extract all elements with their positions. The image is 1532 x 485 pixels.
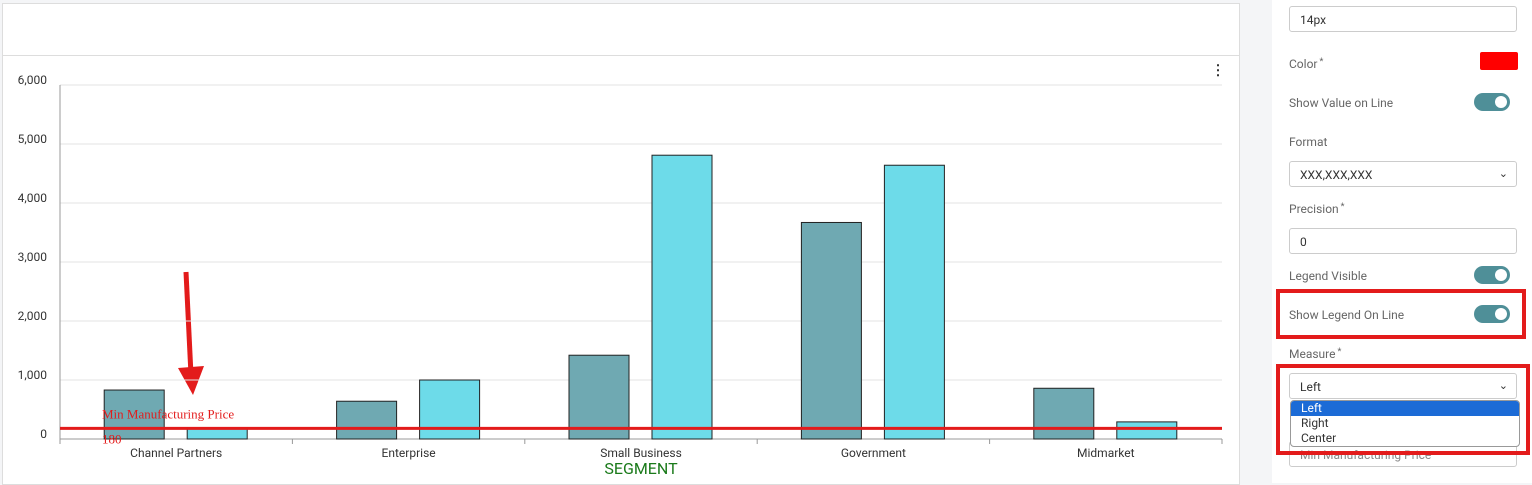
dropdown-option[interactable]: Center — [1301, 431, 1337, 445]
field-label: Precision * — [1289, 202, 1345, 216]
bar — [336, 400, 398, 440]
required-mark: * — [1337, 347, 1342, 357]
bar — [883, 164, 945, 440]
bar — [1033, 387, 1095, 440]
x-axis-title: SEGMENT — [604, 459, 678, 478]
highlight-box — [1276, 289, 1526, 339]
menu-icon[interactable]: ⋮ — [1211, 63, 1225, 79]
dropdown-option[interactable]: Right — [1301, 416, 1329, 430]
field-label: Measure * — [1289, 347, 1341, 361]
bar — [568, 354, 630, 440]
toggle[interactable] — [1474, 305, 1510, 323]
x-tick-label: Channel Partners — [130, 446, 222, 460]
y-tick-label: 2,000 — [18, 309, 48, 323]
toggle[interactable] — [1474, 266, 1510, 284]
settings-panel: 14px Color * Show Value on Line Format XX… — [1272, 0, 1532, 483]
label-text: Measure — [1289, 347, 1336, 361]
bar — [103, 389, 165, 440]
chart-header — [2, 3, 1240, 57]
field-label: Show Legend On Line — [1289, 308, 1405, 322]
y-tick-label: 1,000 — [18, 368, 48, 382]
format-select[interactable]: XXX,XXX,XXX ⌄ — [1289, 161, 1517, 187]
y-tick-label: 0 — [40, 427, 47, 441]
field-label: Format — [1289, 135, 1328, 149]
chart: ⋮ 0 1,000 2,000 3,000 4,000 5,000 6,000 Channel… — [18, 63, 1225, 479]
x-tick-label: Government — [841, 446, 906, 460]
dropdown-option[interactable]: Left — [1291, 401, 1519, 416]
field-label: Show Value on Line — [1289, 96, 1394, 110]
bar — [1116, 421, 1178, 440]
y-tick-label: 4,000 — [18, 191, 48, 205]
bar — [419, 379, 481, 440]
reference-line-value: 180 — [102, 431, 122, 446]
highlight-box — [1276, 364, 1530, 455]
select-value: Left — [1300, 380, 1321, 394]
label-text: Precision — [1289, 202, 1339, 216]
color-swatch[interactable] — [1480, 52, 1518, 70]
y-tick-label: 3,000 — [18, 250, 48, 264]
reference-line-name: Min Manufacturing Price — [102, 406, 234, 421]
field-label: Color * — [1289, 57, 1323, 71]
x-tick-label: Midmarket — [1077, 446, 1135, 460]
x-tick-label: Enterprise — [382, 446, 436, 460]
measure-select[interactable]: Left ⌄ — [1289, 373, 1517, 399]
dropdown-list: Left Right Center — [1290, 400, 1520, 447]
font-size-input[interactable]: 14px — [1289, 6, 1517, 32]
bar — [800, 221, 862, 440]
toggle[interactable] — [1474, 93, 1510, 111]
y-tick-label: 6,000 — [18, 73, 48, 87]
annotation-arrow — [183, 271, 194, 376]
y-tick-label: 5,000 — [18, 132, 48, 146]
precision-input[interactable]: 0 — [1289, 228, 1517, 254]
bar — [651, 154, 713, 440]
required-mark: * — [1340, 202, 1345, 212]
label-text: Color — [1289, 57, 1318, 71]
required-mark: * — [1319, 57, 1324, 67]
x-tick-label: Small Business — [600, 446, 682, 460]
select-value: XXX,XXX,XXX — [1300, 168, 1373, 182]
field-label: Legend Visible — [1289, 269, 1367, 283]
